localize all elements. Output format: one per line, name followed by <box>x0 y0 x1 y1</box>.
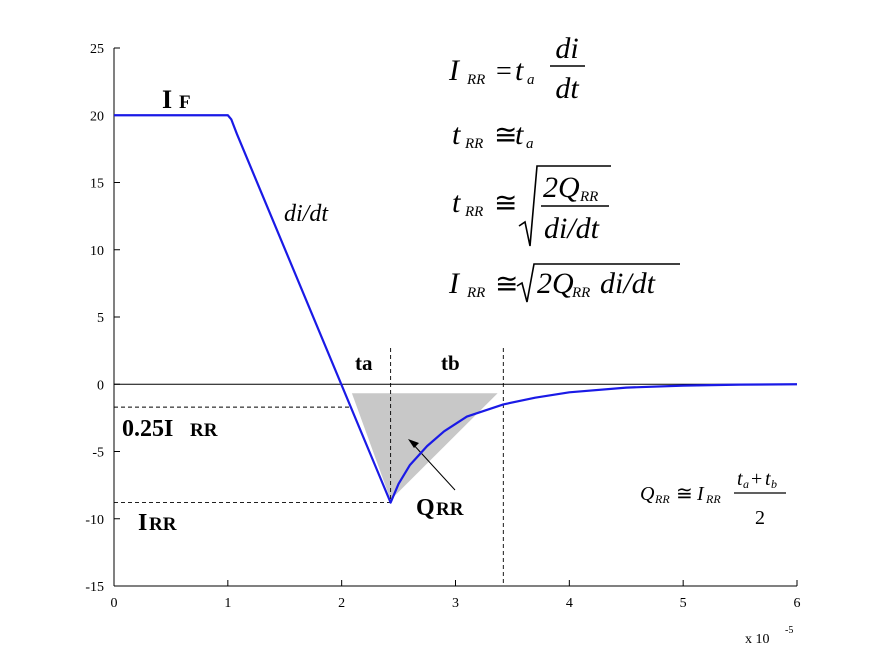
formula-text: RR <box>466 285 485 301</box>
x-tick-label: 3 <box>452 596 459 611</box>
formula-text: dt <box>555 72 579 105</box>
x-tick-label: 4 <box>566 596 573 611</box>
formula: I RR ≅ 2Q RR di/dt <box>448 263 680 303</box>
formula-text: t <box>452 118 461 151</box>
x-tick-label: 6 <box>794 596 801 611</box>
sqrt-sign <box>516 263 680 303</box>
formula-text: RR <box>464 136 483 152</box>
formula: I RR = t a di dt <box>448 32 585 105</box>
annotation: I <box>162 85 172 114</box>
y-tick-label: 0 <box>97 378 104 393</box>
formula-text: I <box>696 483 705 505</box>
formula-text: a <box>526 136 534 152</box>
x-tick-label: 2 <box>338 596 345 611</box>
axis-multiplier: x 10 <box>745 632 770 647</box>
annotation: RR <box>436 499 464 520</box>
formula-text: ≅ <box>494 188 517 219</box>
formula-text: 2Q <box>537 267 574 300</box>
series-line <box>114 114 798 504</box>
y-tick-label: 10 <box>90 244 104 259</box>
y-tick-label: -15 <box>85 580 104 595</box>
formula-text: RR <box>654 492 670 506</box>
sqrt-sign <box>518 165 611 247</box>
formula-text: ≅ <box>495 269 518 300</box>
formula-text: Q <box>640 483 655 505</box>
formula-text: di/dt <box>544 212 600 245</box>
formula-text: a <box>527 72 535 88</box>
formula-text: = <box>496 56 512 87</box>
formula-text: I <box>448 54 461 87</box>
formula-text: I <box>448 267 461 300</box>
formula-text: di/dt <box>600 267 656 300</box>
y-tick-label: 5 <box>97 311 104 326</box>
formula-text: ≅ <box>494 120 517 151</box>
y-tick-label: 20 <box>90 109 104 124</box>
y-tick-label: 25 <box>90 42 104 57</box>
formula: Q RR ≅ I RR t a + t b 2 <box>640 468 786 529</box>
y-tick-label: -5 <box>92 446 104 461</box>
annotation: 0.25I <box>122 416 173 442</box>
formula-text: RR <box>466 72 485 88</box>
formula-text: ≅ <box>676 483 693 505</box>
arrow-head <box>408 439 419 448</box>
shaded-region <box>351 393 498 500</box>
annotation: tb <box>441 351 460 375</box>
annotation: ta <box>355 351 373 375</box>
annotation: F <box>179 92 191 113</box>
formula-text: RR <box>705 492 721 506</box>
annotation: RR <box>190 420 218 441</box>
annotation: I <box>138 510 147 536</box>
formula-text: t <box>737 468 743 490</box>
formula-text: RR <box>579 189 598 205</box>
x-tick-label: 5 <box>680 596 687 611</box>
formula: t RR ≅ 2Q RR di/dt <box>452 165 611 247</box>
formula-text: 2Q <box>543 171 580 204</box>
annotation: Q <box>416 495 435 521</box>
formula-text: 2 <box>755 507 765 529</box>
formula-text: RR <box>464 204 483 220</box>
arrow <box>411 442 456 491</box>
formula-text: + <box>751 468 762 490</box>
axis-multiplier: -5 <box>785 625 793 636</box>
formula-text: t <box>515 118 524 151</box>
y-tick-label: -10 <box>85 513 104 528</box>
y-tick-label: 15 <box>90 177 104 192</box>
formula: t RR ≅ t a <box>452 118 534 152</box>
formula-text: b <box>771 477 777 491</box>
formula-text: t <box>765 468 771 490</box>
formula-text: t <box>515 54 524 87</box>
x-tick-label: 1 <box>224 596 231 611</box>
x-tick-label: 0 <box>111 596 118 611</box>
formula-text: a <box>743 477 749 491</box>
annotation: di/dt <box>284 201 329 227</box>
formula-text: di <box>555 32 578 65</box>
formula-text: RR <box>571 285 590 301</box>
formula-text: t <box>452 186 461 219</box>
annotation: RR <box>149 514 177 535</box>
